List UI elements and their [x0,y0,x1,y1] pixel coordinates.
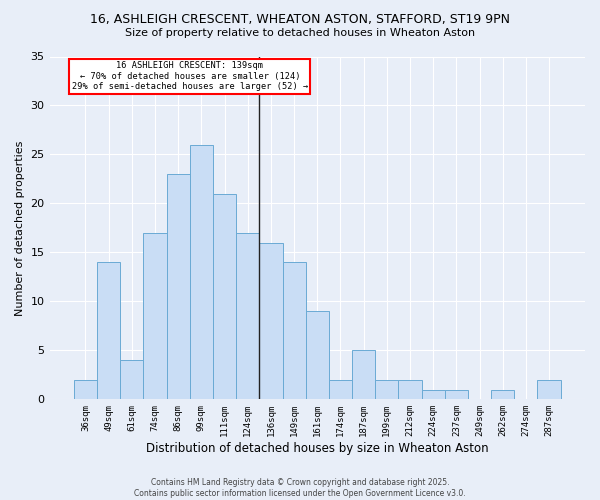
Bar [398,380,422,400]
X-axis label: Distribution of detached houses by size in Wheaton Aston: Distribution of detached houses by size … [146,442,488,455]
Bar [120,360,143,400]
Bar [143,233,167,400]
Bar [167,174,190,400]
Text: Contains HM Land Registry data © Crown copyright and database right 2025.
Contai: Contains HM Land Registry data © Crown c… [134,478,466,498]
Bar [375,380,398,400]
Bar [259,242,283,400]
Text: Size of property relative to detached houses in Wheaton Aston: Size of property relative to detached ho… [125,28,475,38]
Bar [283,262,305,400]
Y-axis label: Number of detached properties: Number of detached properties [15,140,25,316]
Bar [97,262,120,400]
Bar [190,144,213,400]
Bar [491,390,514,400]
Bar [538,380,560,400]
Bar [445,390,468,400]
Bar [352,350,375,400]
Bar [305,311,329,400]
Bar [329,380,352,400]
Text: 16 ASHLEIGH CRESCENT: 139sqm
← 70% of detached houses are smaller (124)
29% of s: 16 ASHLEIGH CRESCENT: 139sqm ← 70% of de… [71,62,308,91]
Bar [422,390,445,400]
Bar [74,380,97,400]
Bar [236,233,259,400]
Text: 16, ASHLEIGH CRESCENT, WHEATON ASTON, STAFFORD, ST19 9PN: 16, ASHLEIGH CRESCENT, WHEATON ASTON, ST… [90,12,510,26]
Bar [213,194,236,400]
